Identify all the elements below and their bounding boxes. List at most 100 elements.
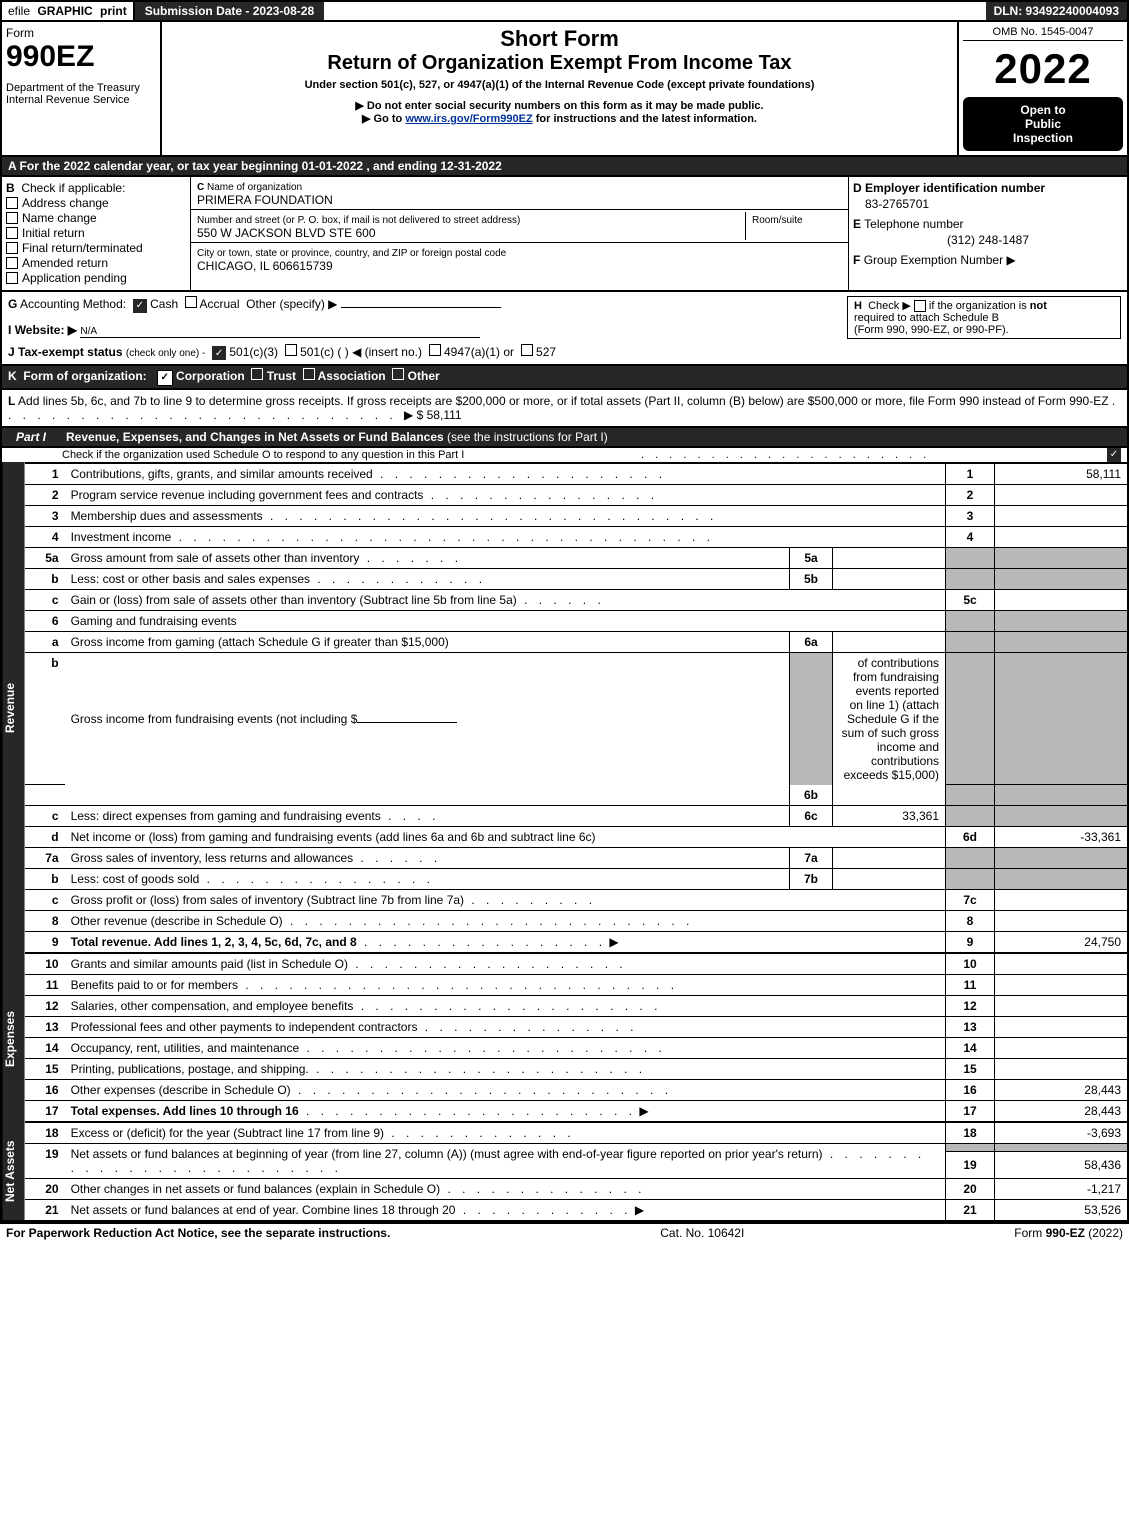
irs-link[interactable]: www.irs.gov/Form990EZ xyxy=(405,113,532,125)
top-bar: efile GRAPHIC print Submission Date - 20… xyxy=(0,0,1129,20)
form-of-org: Form of organization: xyxy=(23,369,146,383)
line-rval: -33,361 xyxy=(995,826,1128,847)
checkbox-501c[interactable] xyxy=(285,344,297,356)
line-num: d xyxy=(25,826,65,847)
efile-button[interactable]: efile GRAPHIC print xyxy=(2,2,135,20)
checkbox-initial-return[interactable] xyxy=(6,227,18,239)
line-desc: Gross sales of inventory, less returns a… xyxy=(71,851,354,865)
line-6b-2: 6b xyxy=(25,785,1127,806)
dots-icon: . . . . . . . . . . . . . . . . . . . . … xyxy=(353,999,661,1013)
tax-year: 2022 xyxy=(963,45,1123,93)
trust-label: Trust xyxy=(267,369,296,383)
line-rnum: 2 xyxy=(946,484,995,505)
l-text: Add lines 5b, 6c, and 7b to line 9 to de… xyxy=(18,394,1109,408)
line-9: 9Total revenue. Add lines 1, 2, 3, 4, 5c… xyxy=(25,931,1127,953)
net-assets-tab: Net Assets xyxy=(2,1123,25,1220)
line-num: 17 xyxy=(25,1100,65,1122)
line-rval xyxy=(995,995,1128,1016)
checkbox-schedule-o-checked[interactable]: ✓ xyxy=(1107,448,1121,462)
line-rval: 24,750 xyxy=(995,931,1128,953)
opt-initial-return: Initial return xyxy=(22,226,85,240)
k-label: K xyxy=(8,369,17,383)
other-specify-input[interactable] xyxy=(341,307,501,308)
line-num: b xyxy=(25,868,65,889)
h-text-3: required to attach Schedule B xyxy=(854,312,999,324)
line-midval xyxy=(833,868,946,889)
line-6: 6Gaming and fundraising events xyxy=(25,610,1127,631)
efile-label: efile xyxy=(8,4,30,18)
checkbox-address-change[interactable] xyxy=(6,197,18,209)
tax-exempt-status: Tax-exempt status xyxy=(18,345,122,359)
checkbox-final-return[interactable] xyxy=(6,242,18,254)
checkbox-accrual[interactable] xyxy=(185,296,197,308)
part-1-header: Part I Revenue, Expenses, and Changes in… xyxy=(0,426,1129,446)
line-desc: Benefits paid to or for members xyxy=(71,978,238,992)
checkbox-amended-return[interactable] xyxy=(6,257,18,269)
city-state-zip: CHICAGO, IL 606615739 xyxy=(197,259,333,273)
checkbox-cash-checked[interactable]: ✓ xyxy=(133,299,147,313)
line-rnum: 4 xyxy=(946,526,995,547)
checkbox-other[interactable] xyxy=(392,368,404,380)
line-desc: Less: cost of goods sold xyxy=(71,872,200,886)
phone-value: (312) 248-1487 xyxy=(853,231,1123,253)
checkbox-trust[interactable] xyxy=(251,368,263,380)
line-num: 16 xyxy=(25,1079,65,1100)
line-6a: aGross income from gaming (attach Schedu… xyxy=(25,631,1127,652)
accrual-label: Accrual xyxy=(199,297,239,311)
line-num: 18 xyxy=(25,1123,65,1144)
checkbox-527[interactable] xyxy=(521,344,533,356)
line-midnum: 6a xyxy=(790,631,833,652)
print-button[interactable]: print xyxy=(100,4,127,18)
form-label: Form xyxy=(6,26,156,40)
h-not: not xyxy=(1030,300,1047,312)
d-label: D xyxy=(853,181,862,195)
line-rnum: 7c xyxy=(946,889,995,910)
checkbox-application-pending[interactable] xyxy=(6,272,18,284)
line-midval xyxy=(833,847,946,868)
grey-cell xyxy=(946,631,995,652)
501c-label: 501(c) ( ) ◀ (insert no.) xyxy=(300,345,422,359)
goto-prefix: ▶ Go to xyxy=(362,113,405,125)
line-20: 20Other changes in net assets or fund ba… xyxy=(25,1178,1127,1199)
e-label: E xyxy=(853,217,861,231)
dept-treasury: Department of the Treasury xyxy=(6,82,156,94)
4947-label: 4947(a)(1) or xyxy=(444,345,514,359)
grey-cell xyxy=(946,847,995,868)
c-label: C xyxy=(197,182,204,193)
line-10: 10Grants and similar amounts paid (list … xyxy=(25,954,1127,975)
line-num: c xyxy=(25,889,65,910)
checkbox-schedule-b[interactable] xyxy=(914,300,926,312)
checkbox-4947[interactable] xyxy=(429,344,441,356)
street-address: 550 W JACKSON BLVD STE 600 xyxy=(197,226,376,240)
section-b: B Check if applicable: Address change Na… xyxy=(2,177,191,290)
line-rval xyxy=(995,1058,1128,1079)
line-rnum: 14 xyxy=(946,1037,995,1058)
under-section: Under section 501(c), 527, or 4947(a)(1)… xyxy=(166,79,953,91)
line-midnum: 7b xyxy=(790,868,833,889)
line-rnum: 3 xyxy=(946,505,995,526)
line-desc: Net assets or fund balances at end of ye… xyxy=(71,1203,456,1217)
line-num: 6 xyxy=(25,610,65,631)
line-rnum: 16 xyxy=(946,1079,995,1100)
line-num: 13 xyxy=(25,1016,65,1037)
part-1-title: Revenue, Expenses, and Changes in Net As… xyxy=(60,428,1127,446)
top-left: efile GRAPHIC print Submission Date - 20… xyxy=(2,2,324,20)
line-num: 11 xyxy=(25,974,65,995)
checkbox-corporation-checked[interactable]: ✓ xyxy=(157,370,173,386)
line-4: 4Investment income . . . . . . . . . . .… xyxy=(25,526,1127,547)
line-rnum: 17 xyxy=(946,1100,995,1122)
line-rval xyxy=(995,974,1128,995)
line-5a: 5aGross amount from sale of assets other… xyxy=(25,547,1127,568)
checkbox-name-change[interactable] xyxy=(6,212,18,224)
blank-input[interactable] xyxy=(357,722,457,723)
line-2: 2Program service revenue including gover… xyxy=(25,484,1127,505)
page-footer: For Paperwork Reduction Act Notice, see … xyxy=(0,1222,1129,1242)
line-num: c xyxy=(25,589,65,610)
checkbox-association[interactable] xyxy=(303,368,315,380)
phone-label: Telephone number xyxy=(864,217,963,231)
check-only-one: (check only one) - xyxy=(126,348,205,359)
line-desc: Membership dues and assessments xyxy=(71,509,263,523)
form-ref-num: 990-EZ xyxy=(1046,1226,1085,1240)
checkbox-501c3-checked[interactable]: ✓ xyxy=(212,346,226,360)
dln-label: DLN: 93492240004093 xyxy=(986,2,1127,20)
